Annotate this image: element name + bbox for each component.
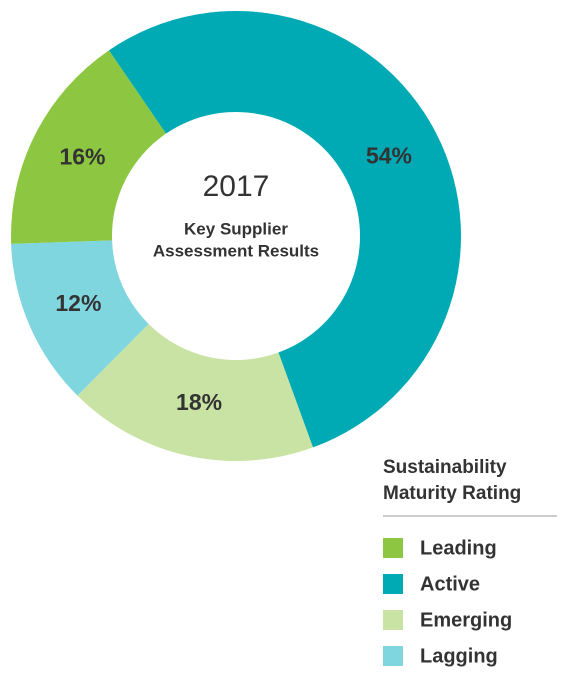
value-label: 18%	[176, 389, 222, 415]
legend-swatch	[383, 538, 403, 558]
donut-segment	[108, 11, 461, 448]
donut-segment	[11, 50, 166, 244]
legend-swatch	[383, 646, 403, 666]
legend-label: Emerging	[420, 609, 512, 631]
center-year: 2017	[203, 170, 270, 203]
legend-swatch	[383, 610, 403, 630]
center-title: Key Supplier	[184, 219, 288, 238]
donut-segment	[11, 240, 149, 396]
legend-title: Sustainability	[383, 457, 507, 478]
legend-label: Active	[420, 573, 480, 595]
donut-segment	[77, 323, 313, 461]
value-label: 54%	[366, 142, 412, 168]
value-label: 12%	[55, 290, 101, 316]
legend-title: Maturity Rating	[383, 483, 521, 504]
legend-label: Leading	[420, 537, 497, 559]
center-title: Assessment Results	[153, 241, 319, 260]
legend-swatch	[383, 574, 403, 594]
value-label: 16%	[59, 144, 105, 170]
legend-label: Lagging	[420, 645, 498, 667]
